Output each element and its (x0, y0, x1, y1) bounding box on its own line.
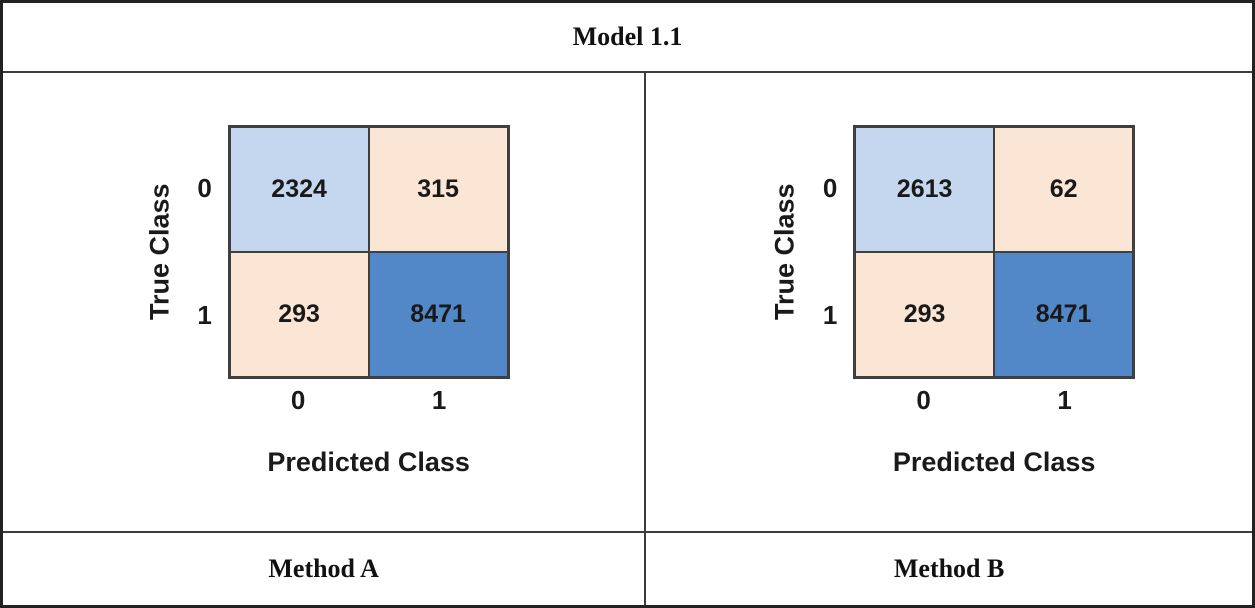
x-tick-0: 0 (916, 384, 931, 415)
method-label-b: Method B (893, 554, 1005, 583)
matrix-cell-true0-pred1: 62 (994, 127, 1134, 252)
confusion-matrix: 2613 62 293 8471 (853, 125, 1136, 379)
panel-method-b: True Class 0 1 2613 62 293 8471 0 1 Pred… (646, 73, 1252, 531)
matrix-cell-true1-pred1: 8471 (368, 252, 508, 377)
confusion-matrix: 2324 315 293 8471 (227, 125, 510, 379)
x-tick-0: 0 (290, 384, 306, 415)
matrix-cell-true0-pred0: 2613 (855, 127, 995, 252)
x-tick-1: 1 (431, 384, 447, 415)
y-tick-0: 0 (822, 173, 838, 203)
method-cell-a: Method A (3, 533, 647, 605)
confusion-matrix-plot-a: True Class 0 1 2324 315 293 8471 0 1 Pre… (138, 125, 510, 478)
x-axis-label: Predicted Class (267, 447, 470, 477)
y-tick-0: 0 (197, 173, 212, 203)
x-tick-1: 1 (1057, 384, 1072, 415)
y-axis-label: True Class (769, 183, 800, 321)
matrix-cell-true1-pred1: 8471 (994, 252, 1134, 377)
panel-method-a: True Class 0 1 2324 315 293 8471 0 1 Pre… (3, 73, 647, 531)
method-label-a: Method A (268, 554, 379, 583)
matrix-cell-true1-pred0: 293 (229, 252, 369, 377)
panels-row: True Class 0 1 2324 315 293 8471 0 1 Pre… (3, 73, 1252, 531)
matrix-cell-true0-pred0: 2324 (229, 127, 369, 252)
y-tick-1: 1 (197, 300, 212, 330)
x-axis-label: Predicted Class (892, 447, 1096, 477)
matrix-cell-true0-pred1: 315 (368, 127, 508, 252)
method-labels-row: Method A Method B (3, 531, 1252, 605)
y-axis-ticks: 0 1 (807, 125, 853, 379)
x-axis-ticks: 0 1 (853, 379, 1135, 421)
figure-title-row: Model 1.1 (3, 3, 1252, 73)
x-axis-ticks: 0 1 (228, 379, 510, 421)
figure-title: Model 1.1 (572, 22, 683, 51)
y-axis-label: True Class (144, 183, 175, 321)
y-axis-ticks: 0 1 (182, 125, 228, 379)
method-cell-b: Method B (646, 533, 1252, 605)
matrix-cell-true1-pred0: 293 (855, 252, 995, 377)
confusion-matrix-plot-b: True Class 0 1 2613 62 293 8471 0 1 Pred… (763, 125, 1136, 478)
y-tick-1: 1 (822, 300, 838, 330)
